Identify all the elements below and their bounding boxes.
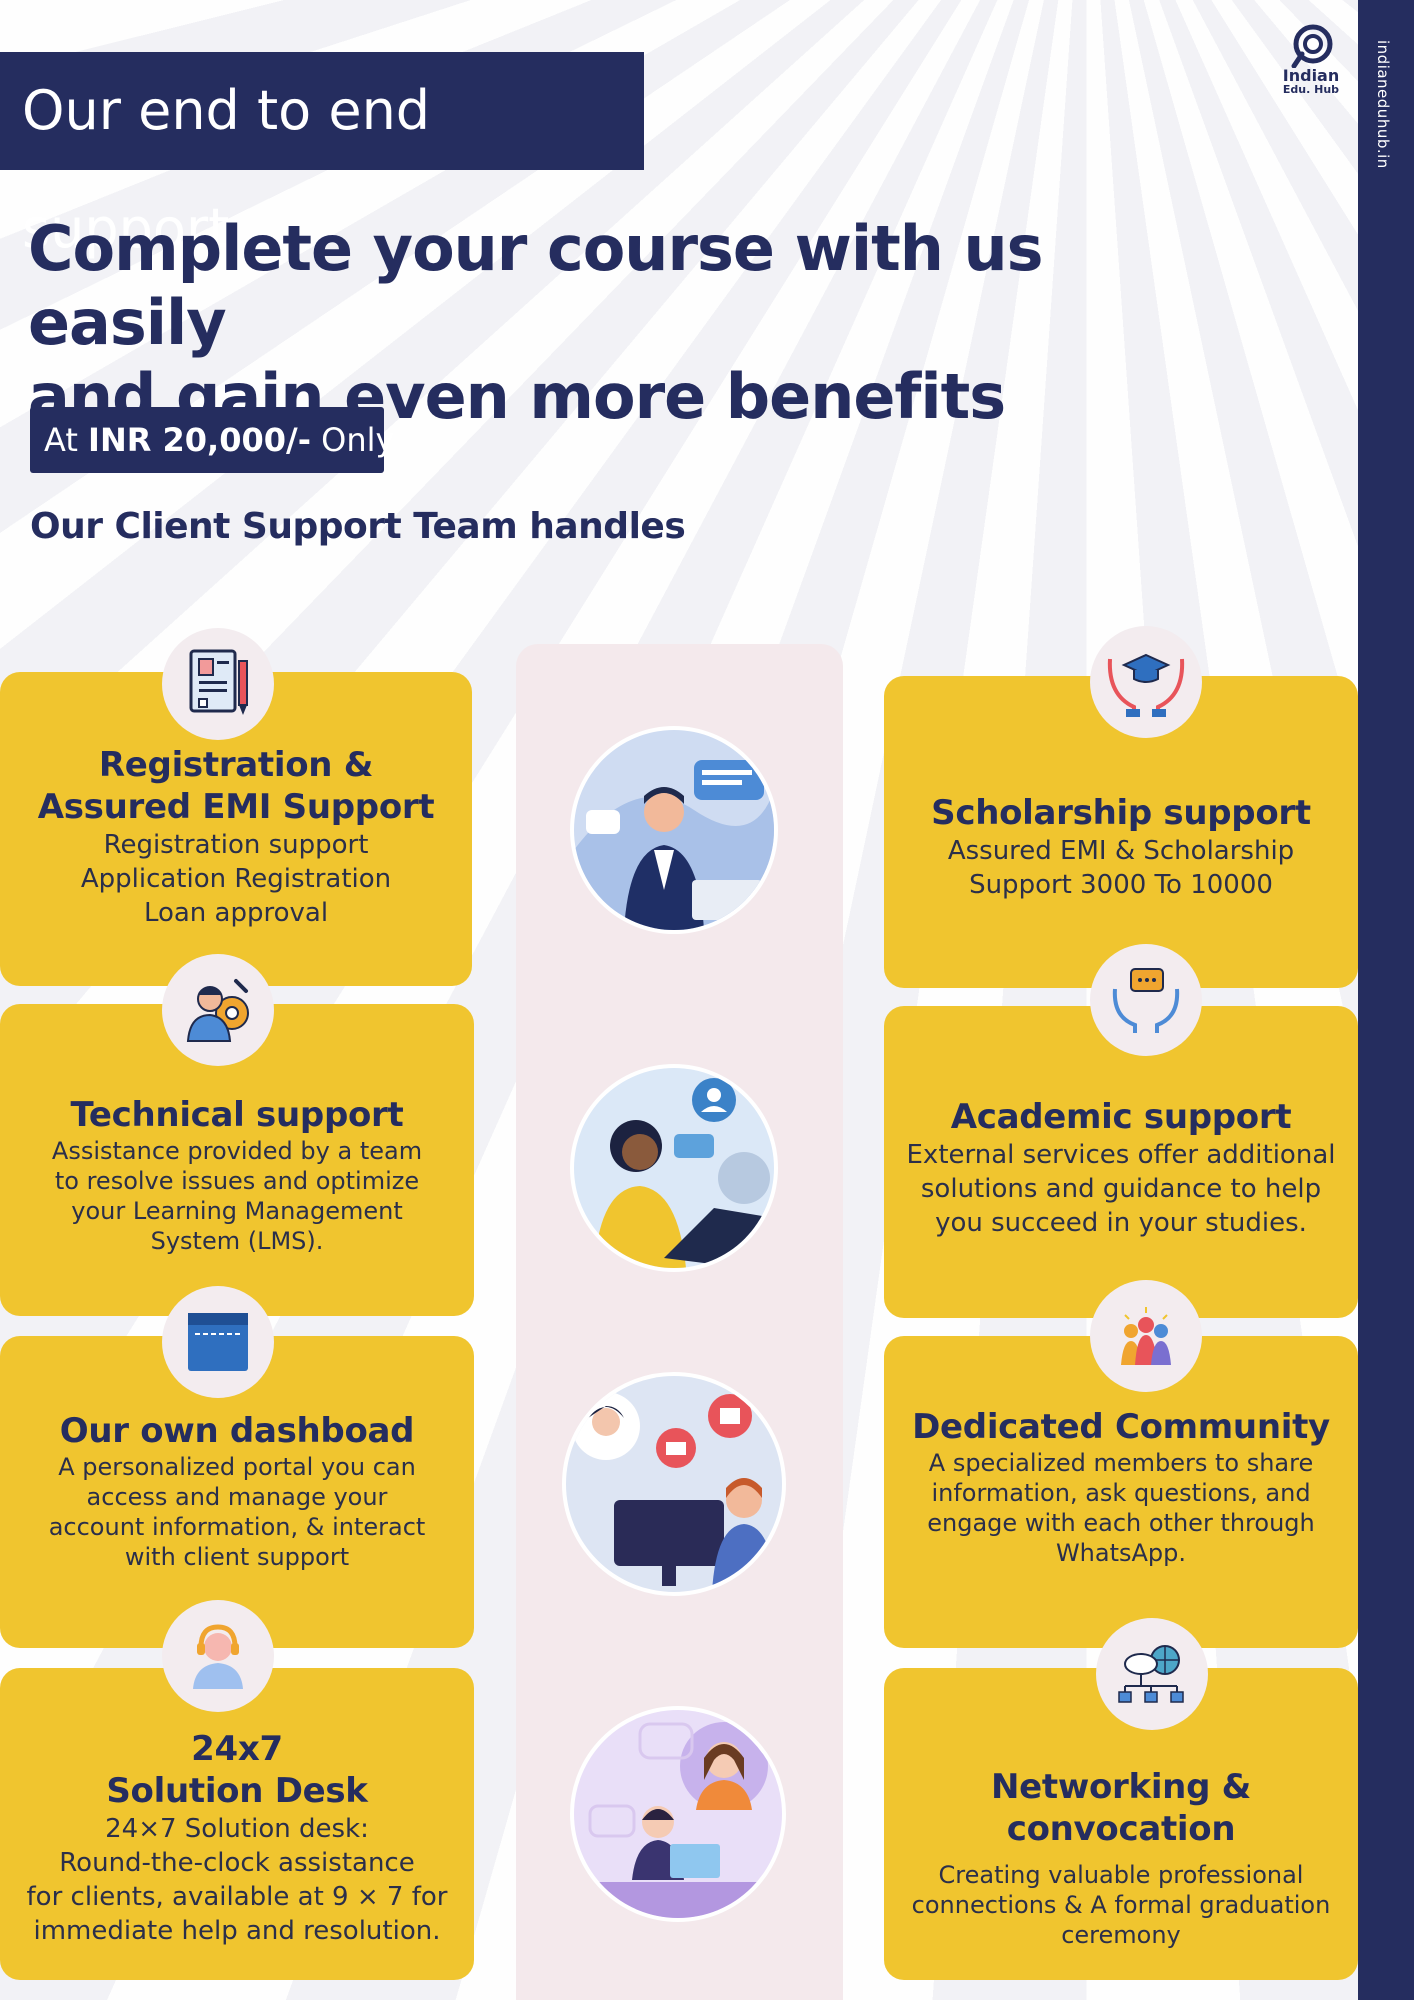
registration-desc-2: Application Registration (80, 864, 392, 894)
brand-name: Indian (1282, 66, 1340, 85)
brand-subname: Edu. Hub (1282, 83, 1340, 96)
community-desc-2: information, ask questions, and (931, 1479, 1311, 1507)
headline-line-1: Complete your course with us easily (28, 212, 1044, 359)
support-agent-illustration (570, 726, 778, 934)
page-headline: Complete your course with us easily and … (28, 212, 1178, 434)
price-amount: INR 20,000/- (88, 421, 311, 459)
solution-desk-desc-3: for clients, available at 9 × 7 for (26, 1882, 448, 1912)
academic-support-desc-1: External services offer additional (906, 1140, 1336, 1170)
dashboard-desc-4: with client support (124, 1543, 350, 1571)
graduation-cap-hands-icon (1090, 626, 1202, 738)
registration-desc-3: Loan approval (143, 898, 329, 928)
solution-desk-desc-2: Round-the-clock assistance (59, 1848, 415, 1878)
dashboard-desc-1: A personalized portal you can (58, 1453, 416, 1481)
academic-support-desc-2: solutions and guidance to help (920, 1174, 1322, 1204)
scholarship-desc-1: Assured EMI & Scholarship (947, 836, 1295, 866)
solution-desk-desc-4: immediate help and resolution. (33, 1916, 441, 1946)
solution-desk-title-2: Solution Desk (106, 1771, 368, 1811)
solution-desk-desc-1: 24×7 Solution desk: (105, 1814, 369, 1844)
dashboard-desc-3: account information, & interact (48, 1513, 426, 1541)
networking-desc-3: ceremony (1061, 1921, 1181, 1949)
headset-agent-icon (162, 1600, 274, 1712)
hero-banner: Our end to end support (0, 52, 644, 260)
academic-support-card: Academic support External services offer… (884, 1006, 1358, 1318)
technician-gear-icon (162, 954, 274, 1066)
registration-desc-1: Registration support (103, 830, 369, 860)
brand-url: indianeduhub.in (1374, 40, 1392, 169)
price-prefix: At (44, 421, 78, 459)
community-title: Dedicated Community (912, 1407, 1330, 1447)
registration-title-2: Assured EMI Support (37, 787, 435, 827)
right-brand-strip: indianeduhub.in (1358, 0, 1414, 2000)
networking-desc-1: Creating valuable professional (938, 1861, 1304, 1889)
technical-support-desc-2: to resolve issues and optimize (54, 1167, 420, 1195)
networking-title: Networking & convocation (991, 1767, 1251, 1849)
woman-headset-laptop-illustration (570, 1064, 778, 1272)
community-desc-1: A specialized members to share (928, 1449, 1314, 1477)
academic-support-desc-3: you succeed in your studies. (935, 1208, 1307, 1238)
network-globe-icon (1096, 1618, 1208, 1730)
networking-card: Networking & convocation Creating valuab… (884, 1668, 1358, 1980)
community-card: Dedicated Community A specialized member… (884, 1336, 1358, 1648)
scholarship-title: Scholarship support (931, 793, 1311, 833)
dashboard-desc-2: access and manage your (86, 1483, 388, 1511)
team-heading: Our Client Support Team handles (30, 506, 686, 547)
technical-support-desc-1: Assistance provided by a team (51, 1137, 423, 1165)
browser-dashboard-icon (162, 1286, 274, 1398)
scholarship-desc-2: Support 3000 To 10000 (969, 870, 1273, 900)
brand-logo: Indian Edu. Hub (1278, 24, 1344, 96)
registration-title-1: Registration & (98, 745, 374, 785)
price-suffix: Only (321, 421, 395, 459)
community-desc-4: WhatsApp. (1055, 1539, 1187, 1567)
chat-agents-illustration (570, 1706, 786, 1922)
networking-desc-2: connections & A formal graduation (911, 1891, 1331, 1919)
solution-desk-title-1: 24x7 (191, 1729, 283, 1769)
community-people-icon (1090, 1280, 1202, 1392)
dashboard-title: Our own dashboad (59, 1411, 415, 1451)
technical-support-title: Technical support (70, 1095, 404, 1135)
registration-form-icon (162, 628, 274, 740)
chat-hands-icon (1090, 944, 1202, 1056)
solution-desk-card: 24x7 Solution Desk 24×7 Solution desk: R… (0, 1668, 474, 1980)
academic-support-title: Academic support (950, 1097, 1292, 1137)
video-call-illustration (562, 1372, 786, 1596)
technical-support-desc-4: System (LMS). (150, 1227, 324, 1255)
brand-logo-icon (1291, 24, 1333, 68)
price-badge: At INR 20,000/- Only (30, 407, 394, 473)
technical-support-desc-3: your Learning Management (71, 1197, 403, 1225)
community-desc-3: engage with each other through (927, 1509, 1315, 1537)
